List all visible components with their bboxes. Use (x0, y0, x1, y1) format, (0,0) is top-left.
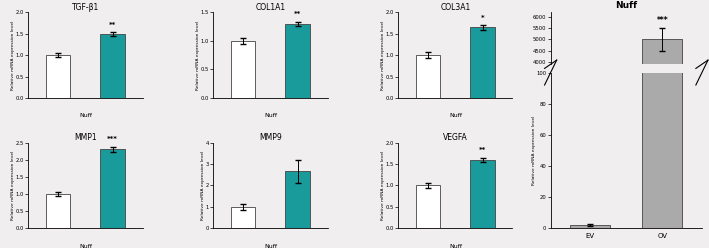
Title: MMP9: MMP9 (259, 133, 281, 142)
Text: Nuff: Nuff (449, 113, 462, 119)
Text: Nuff: Nuff (449, 244, 462, 248)
Bar (231, 207, 255, 228)
Title: VEGFA: VEGFA (443, 133, 468, 142)
Bar (46, 194, 70, 228)
Text: *: * (481, 15, 484, 21)
Text: Nuff: Nuff (79, 113, 92, 119)
Y-axis label: Relative mRNA expression level: Relative mRNA expression level (532, 116, 535, 185)
Text: Nuff: Nuff (264, 113, 277, 119)
Title: Nuff: Nuff (615, 1, 637, 10)
Bar (642, 0, 682, 228)
Y-axis label: Relative mRNA expression level: Relative mRNA expression level (381, 151, 385, 220)
Bar (286, 171, 310, 228)
Y-axis label: Relative mRNA expression level: Relative mRNA expression level (11, 151, 15, 220)
Bar (416, 185, 440, 228)
Y-axis label: Relative mRNA expression level: Relative mRNA expression level (201, 151, 205, 220)
Bar (46, 55, 70, 98)
Text: Nuff: Nuff (264, 244, 277, 248)
Y-axis label: Relative mRNA expression level: Relative mRNA expression level (11, 21, 15, 90)
Text: Nuff: Nuff (79, 244, 92, 248)
Bar (470, 160, 495, 228)
Title: MMP1: MMP1 (74, 133, 96, 142)
Text: ***: *** (107, 136, 118, 142)
Title: COL3A1: COL3A1 (440, 3, 471, 12)
Bar (416, 55, 440, 98)
Text: ***: *** (657, 16, 668, 25)
Text: **: ** (109, 22, 116, 28)
Title: COL1A1: COL1A1 (255, 3, 286, 12)
Y-axis label: Relative mRNA expression level: Relative mRNA expression level (196, 21, 200, 90)
Title: TGF-β1: TGF-β1 (72, 3, 99, 12)
Text: **: ** (294, 11, 301, 17)
Text: **: ** (479, 147, 486, 153)
Bar (286, 24, 310, 98)
Bar (101, 149, 125, 228)
Bar (642, 39, 682, 152)
Bar (231, 41, 255, 98)
Bar (470, 27, 495, 98)
Y-axis label: Relative mRNA expression level: Relative mRNA expression level (381, 21, 385, 90)
Bar (101, 34, 125, 98)
Bar (571, 225, 610, 228)
